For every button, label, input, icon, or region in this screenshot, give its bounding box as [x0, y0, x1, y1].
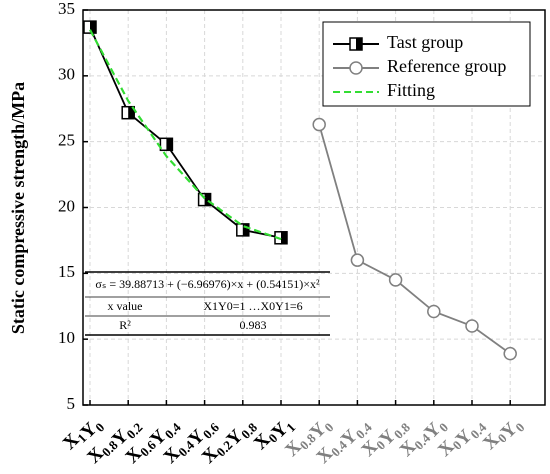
series-line	[318, 124, 511, 355]
marker-right	[204, 193, 211, 206]
marker-right	[281, 231, 287, 244]
marker	[121, 105, 135, 120]
table-cell: X1Y0=1 …X0Y1=6	[203, 299, 302, 313]
marker	[83, 20, 97, 34]
marker-right	[242, 223, 249, 236]
marker	[388, 273, 403, 287]
marker	[236, 223, 250, 237]
plot-frame	[82, 9, 546, 406]
marker	[465, 319, 479, 333]
marker	[349, 37, 363, 51]
y-tick-label: 5	[67, 394, 76, 413]
marker	[159, 137, 174, 152]
marker	[350, 253, 365, 267]
marker-right	[90, 21, 96, 34]
legend-label: Reference group	[387, 56, 506, 76]
marker-right	[356, 38, 362, 50]
marker	[274, 231, 288, 245]
table-cell: R²	[119, 318, 131, 332]
y-tick-label: 20	[58, 196, 75, 215]
marker	[349, 61, 363, 75]
y-axis-label: Static compressive strength/MPa	[8, 82, 28, 334]
marker	[427, 304, 441, 319]
legend-label: Tast group	[387, 32, 463, 52]
marker	[503, 346, 517, 361]
marker	[312, 117, 326, 132]
table-cell: x value	[108, 299, 143, 313]
y-tick-label: 25	[58, 131, 75, 150]
legend-label: Fitting	[387, 80, 435, 100]
marker	[197, 192, 212, 207]
y-tick-label: 35	[58, 0, 75, 18]
marker-right	[128, 106, 135, 119]
series-line	[89, 26, 282, 239]
marker-right	[166, 138, 173, 151]
y-tick-label: 10	[58, 328, 75, 347]
table-cell: 0.983	[240, 318, 267, 332]
x-tick-label: X0Y0	[479, 411, 527, 459]
table-formula: σₛ = 39.88713 + (−6.96976)×x + (0.54151)…	[95, 277, 320, 291]
y-tick-label: 30	[58, 65, 75, 84]
y-tick-label: 15	[58, 262, 75, 281]
fit-line-overlay	[89, 29, 282, 241]
